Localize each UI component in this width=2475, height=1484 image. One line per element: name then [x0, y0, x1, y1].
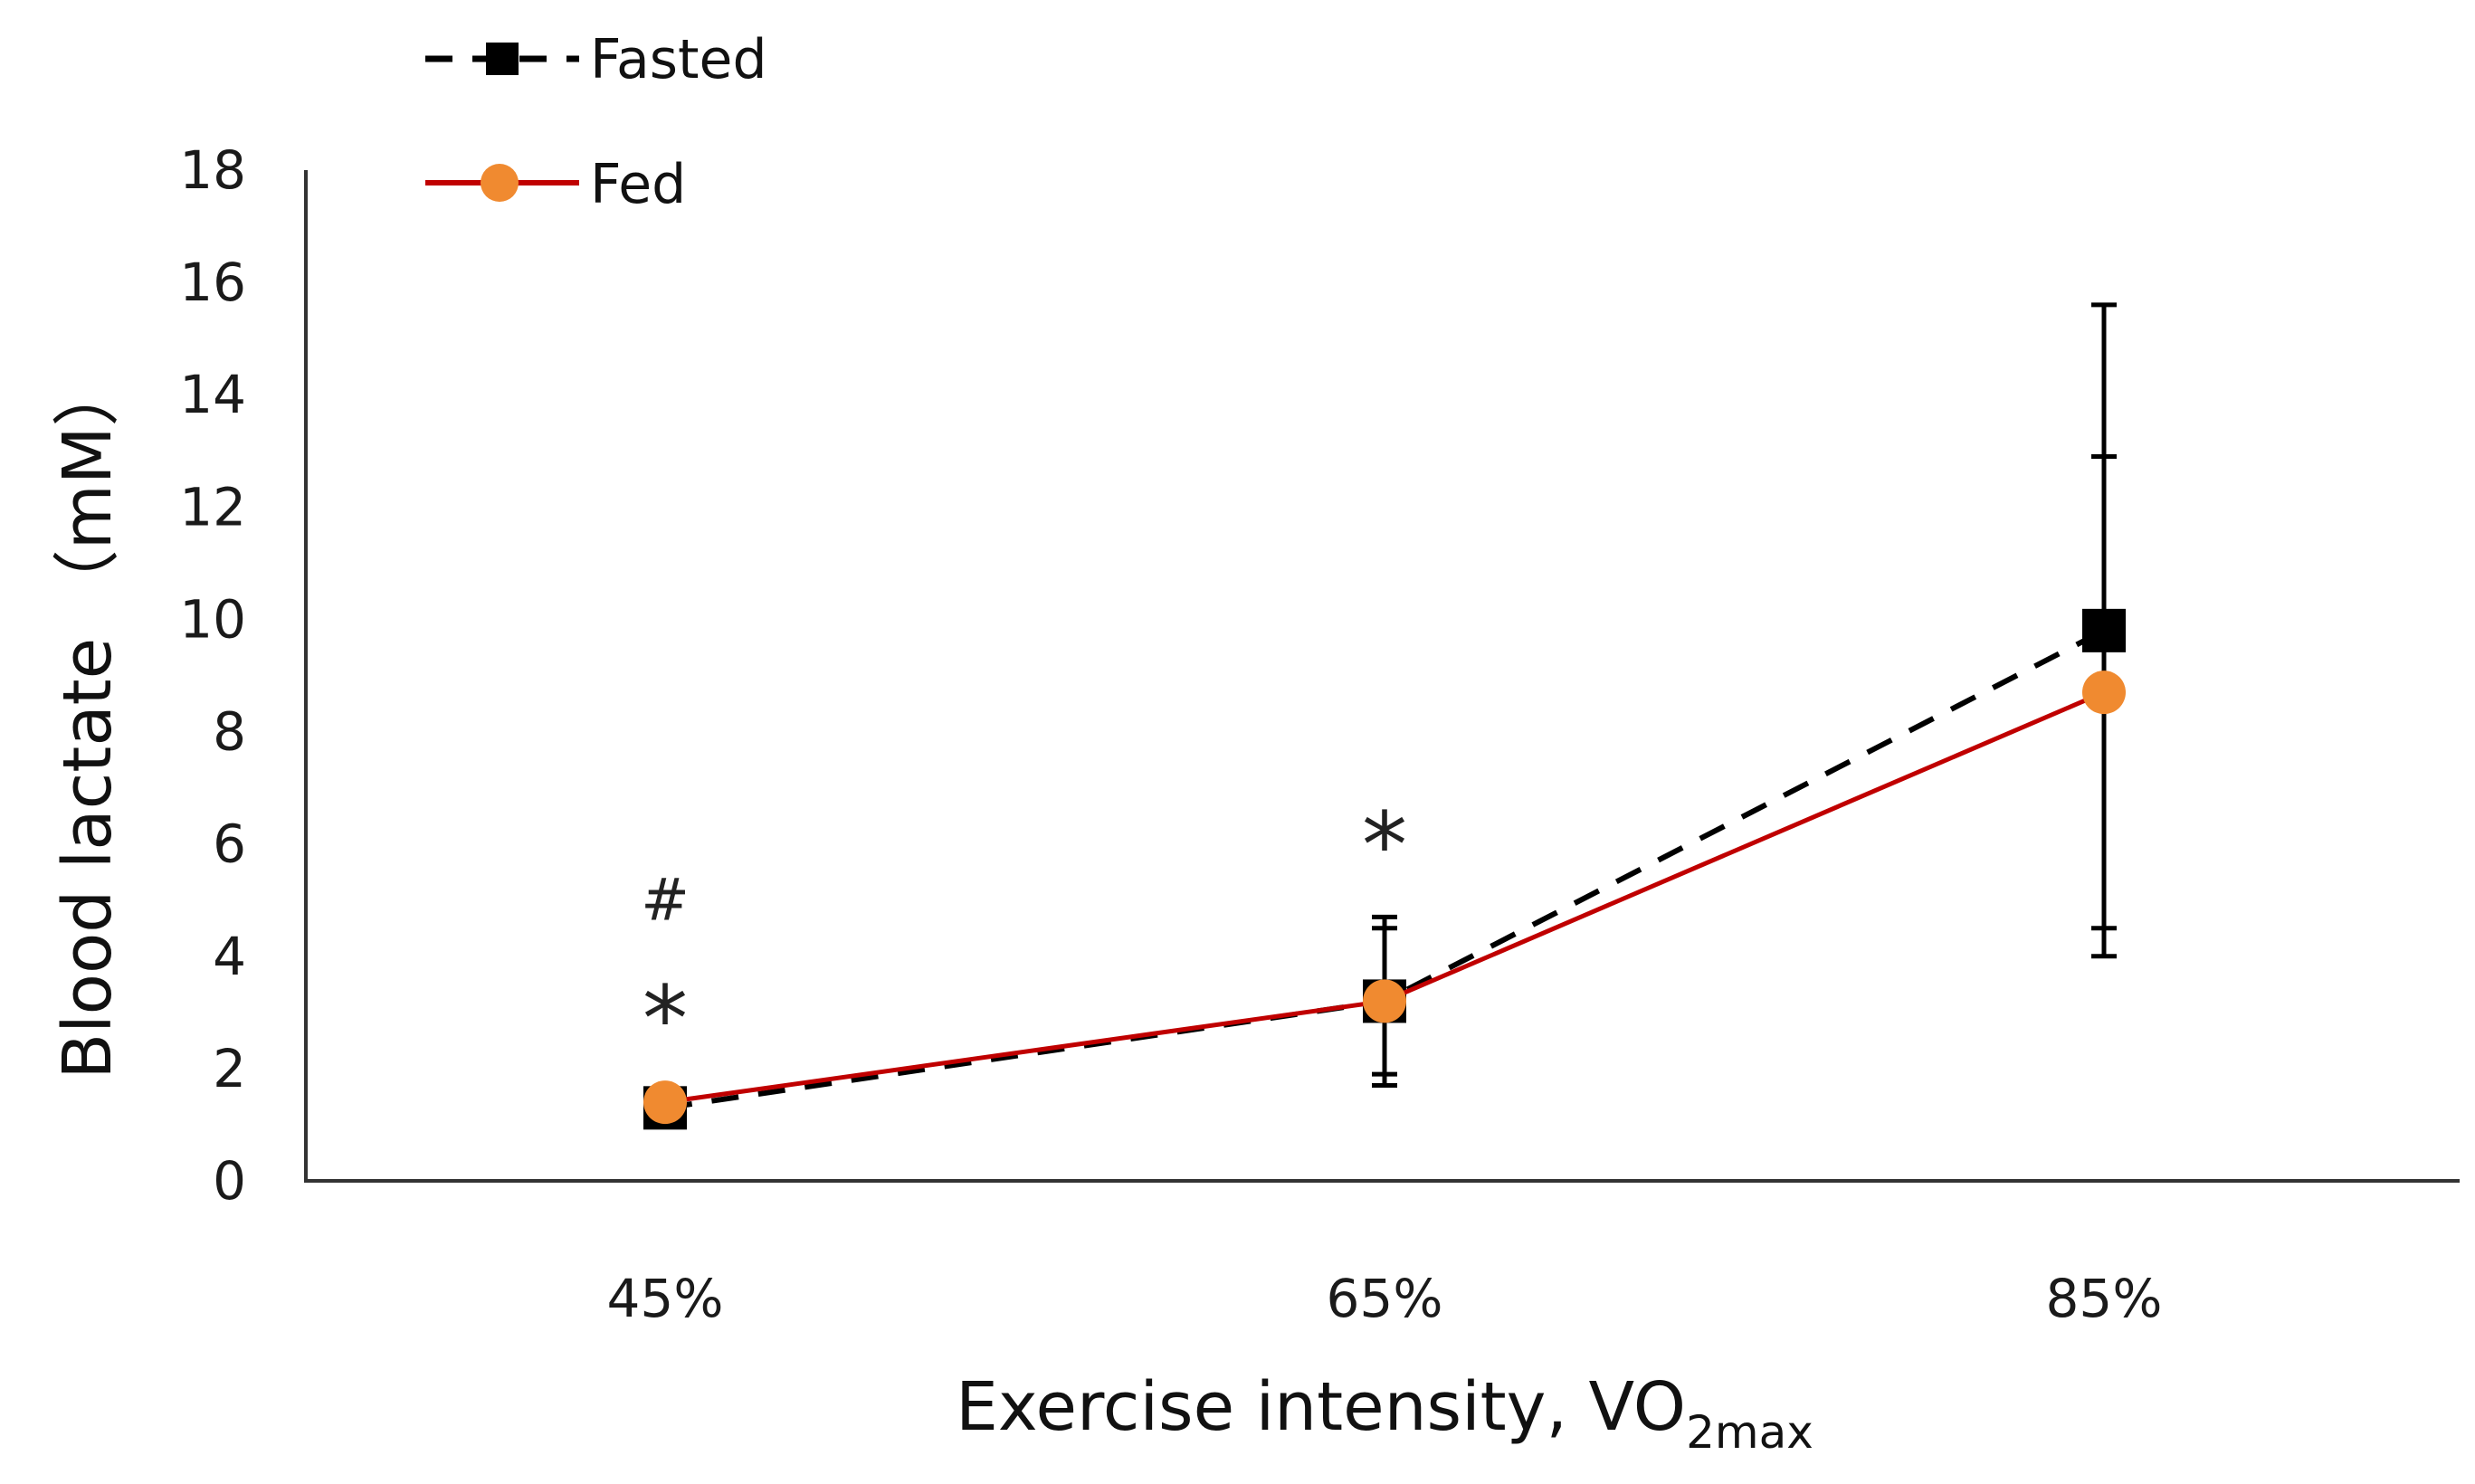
point-fed-2 — [2082, 671, 2126, 715]
y-tick-label-7: 14 — [179, 364, 246, 425]
annotation-1: * — [643, 966, 688, 1072]
y-tick-labels: 0 2 4 6 8 10 12 14 16 18 — [179, 139, 246, 1212]
annotation-0: # — [641, 868, 690, 935]
y-axis-title: Blood lactate （mM） — [49, 359, 127, 1079]
annotation-2: * — [1362, 792, 1407, 898]
y-tick-label-8: 16 — [179, 252, 246, 313]
x-tick-label-0: 45% — [607, 1268, 724, 1329]
x-axis-title-subscript: 2max — [1686, 1406, 1813, 1459]
legend-fed-label: Fed — [590, 153, 686, 216]
y-tick-label-4: 8 — [213, 701, 246, 763]
x-axis-title: Exercise intensity, VO2max — [956, 1368, 1813, 1459]
y-tick-label-9: 18 — [179, 139, 246, 201]
legend: Fasted Fed — [425, 28, 767, 216]
series-layer — [643, 302, 2126, 1130]
y-tick-label-3: 6 — [213, 813, 246, 875]
legend-fasted-marker — [486, 43, 519, 75]
legend-item-fed: Fed — [425, 153, 686, 216]
x-axis-title-main: Exercise intensity, VO — [956, 1368, 1686, 1446]
axes — [304, 170, 2460, 1183]
legend-item-fasted: Fasted — [425, 28, 767, 91]
y-tick-label-5: 10 — [179, 588, 246, 650]
y-tick-label-2: 4 — [213, 926, 246, 987]
point-fed-0 — [643, 1080, 687, 1125]
y-tick-label-0: 0 — [213, 1150, 246, 1212]
legend-fed-marker — [481, 164, 519, 202]
x-tick-label-2: 85% — [2046, 1268, 2163, 1329]
legend-fasted-label: Fasted — [590, 28, 767, 91]
x-tick-labels: 45% 65% 85% — [607, 1268, 2163, 1329]
point-fed-1 — [1363, 979, 1406, 1023]
series-fed — [643, 453, 2126, 1125]
x-tick-label-1: 65% — [1327, 1268, 1443, 1329]
annotation-layer: # * * — [641, 792, 1407, 1071]
y-tick-label-1: 2 — [213, 1038, 246, 1099]
y-tick-label-6: 12 — [179, 476, 246, 537]
